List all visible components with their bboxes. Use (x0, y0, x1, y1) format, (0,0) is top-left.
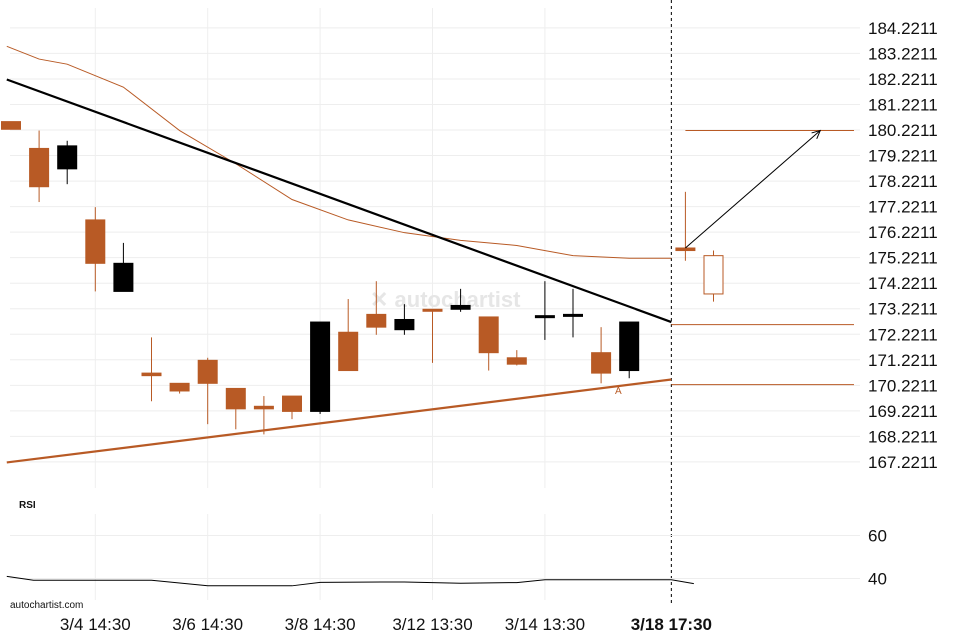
candle-bearish (703, 255, 724, 295)
candle-bearish (506, 357, 527, 365)
trendlines (6, 78, 672, 464)
price-tick-label: 173.2211 (868, 300, 938, 319)
candle-bearish (169, 382, 190, 392)
candle-bullish (563, 313, 583, 317)
price-tick-label: 183.2211 (868, 44, 938, 63)
price-tick-label: 179.2211 (868, 147, 938, 166)
brand-watermark: ✕ autochartist (370, 287, 521, 312)
candle-bearish (253, 405, 274, 410)
candle-bearish (366, 313, 387, 328)
candle-bearish (675, 247, 696, 252)
price-tick-label: 175.2211 (868, 249, 938, 268)
price-tick-label: 169.2211 (868, 402, 938, 421)
candle-bearish (478, 316, 499, 354)
candle-bullish (534, 315, 555, 319)
source-watermark: autochartist.com (10, 600, 83, 611)
rsi-title: RSI (19, 500, 36, 511)
moving-average-line (6, 45, 672, 259)
candle-bearish (282, 395, 302, 412)
price-tick-label: 184.2211 (868, 19, 938, 38)
grid (10, 0, 860, 606)
rsi-panel: RSI 60 40 (6, 500, 887, 589)
trendline-resistance (6, 78, 672, 324)
projection-arrowhead (811, 129, 822, 140)
price-tick-label: 181.2211 (868, 95, 938, 114)
price-tick-label: 167.2211 (868, 453, 938, 472)
candle-bearish (338, 331, 359, 372)
rsi-line (6, 575, 694, 587)
price-tick-label: 180.2211 (868, 121, 938, 140)
candle-bearish (591, 352, 612, 374)
candle-bearish (141, 372, 162, 377)
candle-bearish (29, 147, 50, 188)
candle-bullish (310, 321, 331, 412)
price-tick-label: 182.2211 (868, 70, 938, 89)
candle-bullish (619, 321, 640, 372)
candles: A (1, 121, 724, 435)
time-axis: 3/4 14:30 3/6 14:30 3/8 14:30 3/12 13:30 3/1… (60, 615, 712, 634)
price-tick-label: 170.2211 (868, 376, 938, 395)
time-tick-label: 3/4 14:30 (60, 615, 131, 634)
candle-bullish (450, 304, 471, 310)
candle-bearish (225, 387, 246, 410)
candle-bullish (113, 262, 134, 292)
candle-bearish (85, 219, 106, 264)
pattern-annotation: A (615, 386, 622, 397)
candle-bullish (394, 318, 415, 331)
trendline-support (6, 378, 672, 464)
time-tick-label: 3/12 13:30 (392, 615, 472, 634)
rsi-tick-label: 40 (868, 570, 887, 589)
forecast-projection (685, 129, 822, 249)
time-tick-label: 3/14 13:30 (505, 615, 585, 634)
price-tick-label: 172.2211 (868, 325, 938, 344)
time-tick-label: 3/18 17:30 (631, 615, 712, 634)
price-tick-label: 177.2211 (868, 198, 938, 217)
time-tick-label: 3/6 14:30 (172, 615, 243, 634)
price-tick-label: 174.2211 (868, 274, 938, 293)
price-tick-label: 168.2211 (868, 427, 938, 446)
time-tick-label: 3/8 14:30 (285, 615, 356, 634)
rsi-tick-label: 60 (868, 527, 887, 546)
price-levels (671, 130, 854, 386)
price-tick-label: 176.2211 (868, 223, 938, 242)
candle-bearish (197, 359, 218, 384)
price-tick-label: 171.2211 (868, 351, 938, 370)
candle-bearish (1, 121, 21, 130)
price-axis: 184.2211 183.2211 182.2211 181.2211 180.2211… (868, 19, 938, 472)
projection-line (685, 130, 821, 249)
candle-bearish (422, 308, 443, 312)
price-tick-label: 178.2211 (868, 172, 938, 191)
moving-average (6, 45, 672, 259)
candle-bullish (57, 145, 78, 170)
